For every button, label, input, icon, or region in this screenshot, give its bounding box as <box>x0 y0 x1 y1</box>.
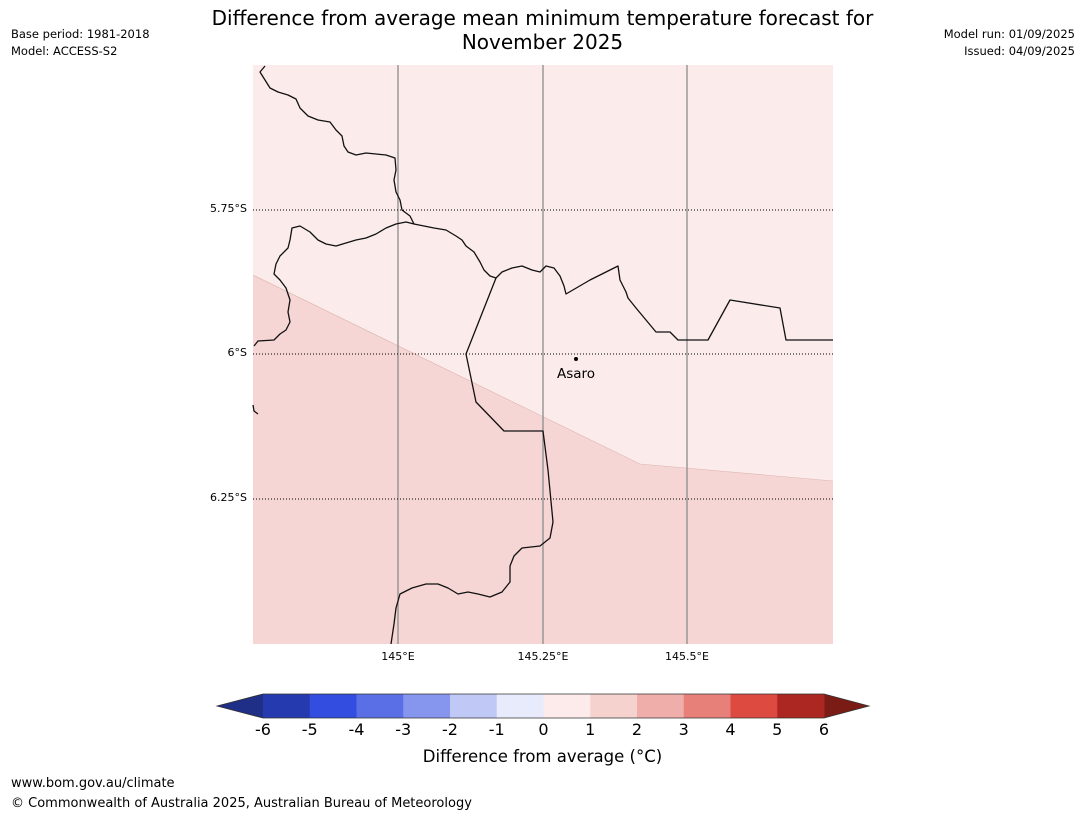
model-name: Model: ACCESS-S2 <box>11 44 118 58</box>
town-marker-asaro <box>574 357 578 361</box>
colorbar-label: Difference from average (°C) <box>422 747 663 766</box>
map-title: Difference from average mean minimum tem… <box>150 6 935 54</box>
colorbar-tick-label: -1 <box>488 720 505 739</box>
colorbar <box>215 693 871 719</box>
base-period: Base period: 1981-2018 <box>11 27 150 41</box>
lat-label-6-25s: 6.25°S <box>210 491 247 504</box>
colorbar-segment <box>777 694 825 718</box>
footer-url[interactable]: www.bom.gov.au/climate <box>11 776 175 791</box>
issued-date: Issued: 04/09/2025 <box>964 44 1075 58</box>
colorbar-tick-label: 0 <box>538 720 549 739</box>
colorbar-tick-label: 5 <box>772 720 783 739</box>
colorbar-extend-low <box>217 694 263 718</box>
footer-copyright: © Commonwealth of Australia 2025, Austra… <box>11 796 472 811</box>
border-north-east <box>413 223 833 341</box>
meta-left: Base period: 1981-2018 Model: ACCESS-S2 <box>11 26 150 60</box>
lat-label-6s: 6°S <box>227 346 247 359</box>
colorbar-tick-label: -6 <box>255 720 271 739</box>
colorbar-tick-label: -3 <box>395 720 412 739</box>
border-west-fragment <box>252 404 259 415</box>
colorbar-tick-label: 4 <box>725 720 736 739</box>
lon-label-145e: 145°E <box>381 650 415 663</box>
colorbar-tick-label: 1 <box>585 720 596 739</box>
contour-edge <box>252 274 834 482</box>
colorbar-segment <box>730 694 778 718</box>
lon-label-145-5e: 145.5°E <box>665 650 709 663</box>
colorbar-segment <box>590 694 638 718</box>
colorbar-extend-high <box>824 694 869 718</box>
lat-label-5-75s: 5.75°S <box>210 202 247 215</box>
province-borders <box>252 65 833 645</box>
colorbar-segment <box>403 694 451 718</box>
colorbar-tick-label: -2 <box>442 720 458 739</box>
colorbar-tick-label: 2 <box>631 720 643 739</box>
colorbar-segment <box>356 694 404 718</box>
colorbar-segment <box>309 694 357 718</box>
border-north-west <box>253 65 415 347</box>
town-label-asaro: Asaro <box>557 366 595 382</box>
meta-right: Model run: 01/09/2025 Issued: 04/09/2025 <box>944 26 1075 60</box>
colorbar-tick-label: 6 <box>818 720 830 739</box>
lon-label-145-25e: 145.25°E <box>517 650 569 663</box>
colorbar-tick-label: -4 <box>348 720 365 739</box>
border-south <box>390 277 554 645</box>
colorbar-outline <box>215 693 871 719</box>
colorbar-tick-label: -5 <box>301 720 318 739</box>
colorbar-segment <box>496 694 544 718</box>
colorbar-segment <box>637 694 685 718</box>
colorbar-tick-label: 3 <box>678 720 689 739</box>
colorbar-segment <box>450 694 498 718</box>
parallels <box>253 209 833 500</box>
colorbar-segment <box>543 694 591 718</box>
title-line-2: November 2025 <box>461 30 624 54</box>
colorbar-segment <box>263 694 311 718</box>
title-line-1: Difference from average mean minimum tem… <box>211 6 874 30</box>
model-run: Model run: 01/09/2025 <box>943 27 1075 41</box>
colorbar-segment <box>683 694 731 718</box>
